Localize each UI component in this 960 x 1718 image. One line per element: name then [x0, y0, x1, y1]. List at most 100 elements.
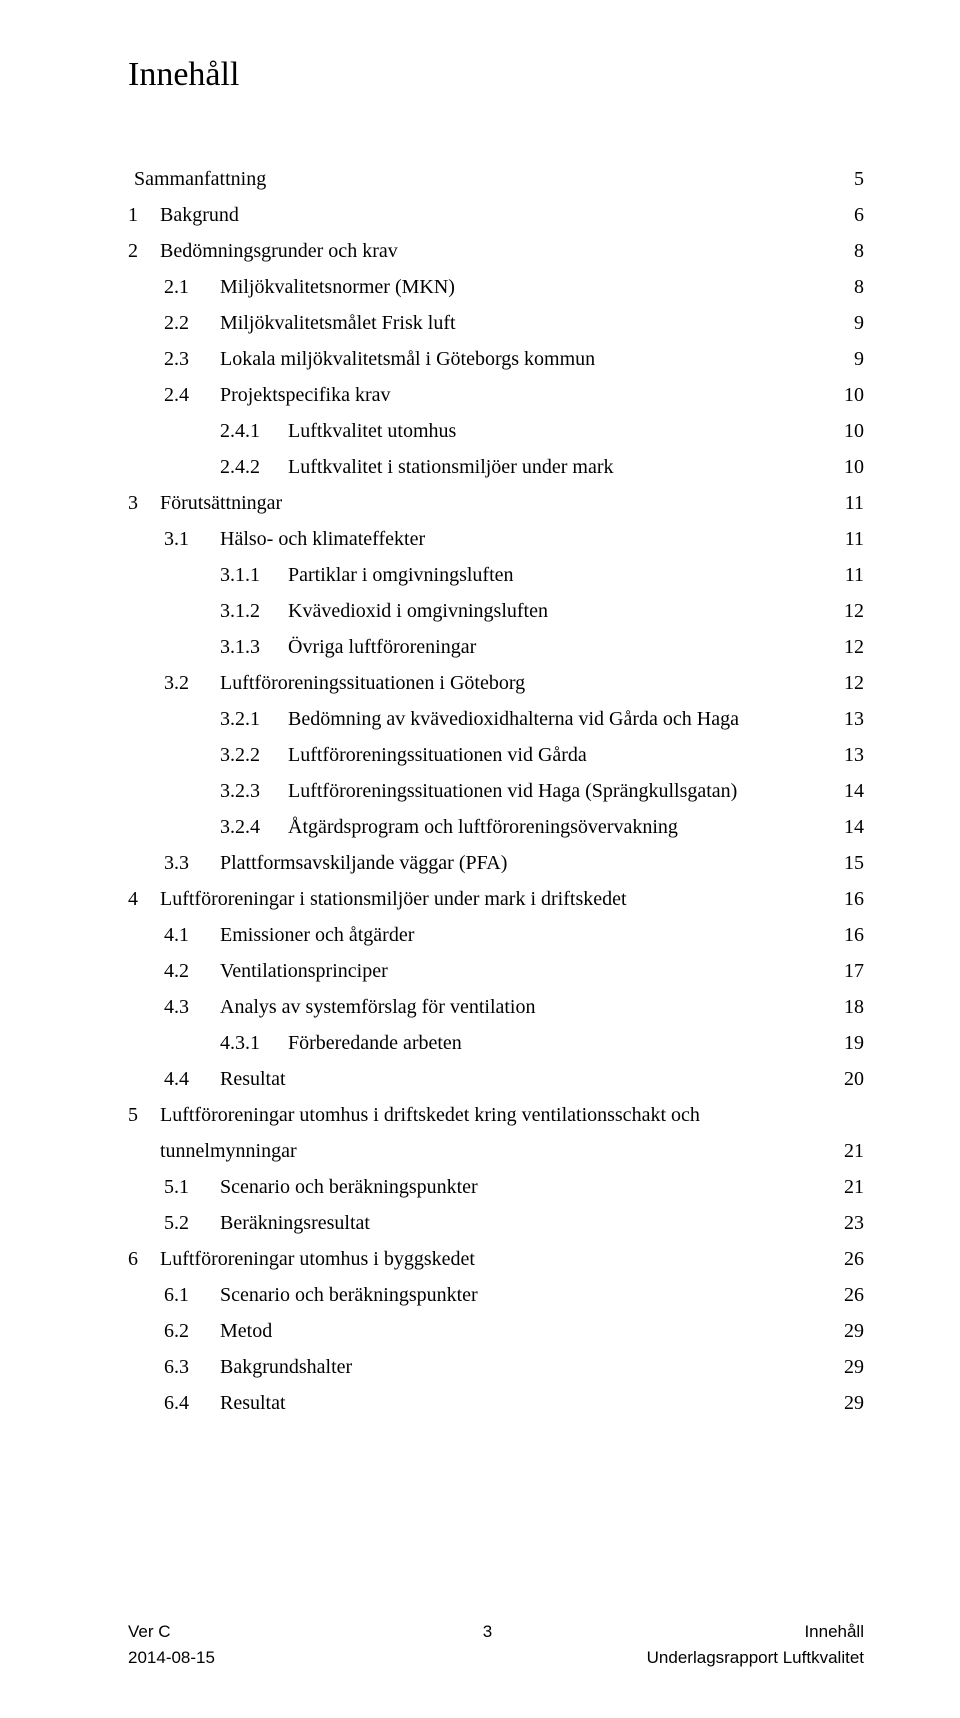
toc-entry-page: 10	[828, 380, 864, 411]
toc-entry-page: 29	[828, 1316, 864, 1347]
document-title: Innehåll	[128, 56, 864, 94]
toc-entry: 2.2Miljökvalitetsmålet Frisk luft9	[128, 308, 864, 339]
toc-entry: 6Luftföroreningar utomhus i byggskedet26	[128, 1244, 864, 1275]
toc-entry-page: 29	[828, 1388, 864, 1419]
toc-entry: 3.2.1Bedömning av kvävedioxidhalterna vi…	[128, 704, 864, 735]
toc-entry-page: 21	[828, 1136, 864, 1167]
toc-entry-page: 26	[828, 1244, 864, 1275]
page-footer: Ver C 3 Innehåll 2014-08-15 Underlagsrap…	[128, 1616, 864, 1668]
toc-entry-label: Miljökvalitetsmålet Frisk luft	[214, 308, 460, 339]
toc-entry: 4Luftföroreningar i stationsmiljöer unde…	[128, 884, 864, 915]
toc-entry-number: 5.1	[164, 1172, 214, 1203]
toc-entry: 3.1.2Kvävedioxid i omgivningsluften 12	[128, 596, 864, 627]
toc-entry: 2.1Miljökvalitetsnormer (MKN) 8	[128, 272, 864, 303]
toc-entry-number: 3	[128, 488, 154, 519]
toc-entry-number: 5.2	[164, 1208, 214, 1239]
toc-entry-label: Projektspecifika krav	[214, 380, 395, 411]
toc-entry-label: Lokala miljökvalitetsmål i Göteborgs kom…	[214, 344, 599, 375]
footer-row2-center	[215, 1648, 647, 1668]
toc-entry-page: 26	[828, 1280, 864, 1311]
toc-entry: 3.2Luftföroreningssituationen i Göteborg…	[128, 668, 864, 699]
toc-entry-page: 18	[828, 992, 864, 1023]
toc-entry-number: 3.1.2	[220, 596, 282, 627]
toc-entry-number: 6.1	[164, 1280, 214, 1311]
toc-entry-label: Luftföroreningssituationen vid Gårda	[282, 740, 591, 771]
toc-entry: 6.1Scenario och beräkningspunkter 26	[128, 1280, 864, 1311]
toc-entry-page: 15	[828, 848, 864, 879]
toc-entry-page: 11	[828, 488, 864, 519]
toc-entry-label: Bakgrundshalter	[214, 1352, 356, 1383]
toc-entry-label: Förutsättningar	[154, 488, 286, 519]
toc-entry-page: 23	[828, 1208, 864, 1239]
page: Innehåll Sammanfattning51Bakgrund62Bedöm…	[0, 0, 960, 1718]
footer-version: Ver C	[128, 1622, 171, 1642]
toc-entry-label: Bedömningsgrunder och krav	[154, 236, 402, 267]
toc-entry-page: 12	[828, 668, 864, 699]
toc-entry-label: Hälso- och klimateffekter	[214, 524, 429, 555]
footer-section: Innehåll	[804, 1622, 864, 1642]
toc-entry: 3Förutsättningar 11	[128, 488, 864, 519]
toc-entry-label: Beräkningsresultat	[214, 1208, 374, 1239]
toc-entry-number: 4.1	[164, 920, 214, 951]
toc-entry-number: 6.4	[164, 1388, 214, 1419]
toc-entry-page: 12	[828, 596, 864, 627]
toc-entry-label: Scenario och beräkningspunkter	[214, 1172, 482, 1203]
toc-entry: 3.2.4Åtgärdsprogram och luftföroreningsö…	[128, 812, 864, 843]
toc-entry-number: 5	[128, 1100, 154, 1131]
toc-entry-page: 11	[828, 524, 864, 555]
footer-report-name: Underlagsrapport Luftkvalitet	[647, 1648, 864, 1668]
toc-entry: Sammanfattning5	[128, 164, 864, 195]
toc-entry-number: 4.3	[164, 992, 214, 1023]
toc-entry-number: 3.2	[164, 668, 214, 699]
toc-entry-label: Övriga luftföroreningar	[282, 632, 480, 663]
toc-entry: 2.4Projektspecifika krav 10	[128, 380, 864, 411]
toc-entry-number: 3.1	[164, 524, 214, 555]
toc-entry: 5Luftföroreningar utomhus i driftskedet …	[128, 1100, 864, 1131]
toc-entry-number: 2	[128, 236, 154, 267]
toc-entry-number: 3.3	[164, 848, 214, 879]
footer-row-1: Ver C 3 Innehåll	[128, 1622, 864, 1642]
toc-entry-label: Kvävedioxid i omgivningsluften	[282, 596, 552, 627]
toc-entry-page: 14	[828, 812, 864, 843]
table-of-contents: Sammanfattning51Bakgrund62Bedömningsgrun…	[128, 164, 864, 1419]
toc-entry-page: 13	[828, 740, 864, 771]
toc-entry-number: 4	[128, 884, 154, 915]
toc-entry-page: 16	[828, 884, 864, 915]
toc-entry-label: Luftföroreningar i stationsmiljöer under…	[154, 884, 631, 915]
toc-entry-label: Bakgrund	[154, 200, 243, 231]
toc-entry-number: 2.3	[164, 344, 214, 375]
toc-entry-number: 2.4	[164, 380, 214, 411]
footer-row-2: 2014-08-15 Underlagsrapport Luftkvalitet	[128, 1648, 864, 1668]
toc-entry-page: 13	[828, 704, 864, 735]
toc-entry-number: 3.2.2	[220, 740, 282, 771]
toc-entry-number: 3.2.4	[220, 812, 282, 843]
toc-entry-number: 2.4.1	[220, 416, 282, 447]
toc-entry-label: Analys av systemförslag för ventilation	[214, 992, 540, 1023]
toc-entry: 3.1.1Partiklar i omgivningsluften11	[128, 560, 864, 591]
toc-entry-number: 4.4	[164, 1064, 214, 1095]
toc-entry-page: 21	[828, 1172, 864, 1203]
toc-entry-number: 3.1.3	[220, 632, 282, 663]
toc-entry-page: 9	[828, 308, 864, 339]
toc-entry-number: 2.1	[164, 272, 214, 303]
toc-entry-label: Förberedande arbeten	[282, 1028, 466, 1059]
toc-entry-page: 12	[828, 632, 864, 663]
toc-entry-page: 8	[828, 272, 864, 303]
toc-entry-number: 6.3	[164, 1352, 214, 1383]
toc-entry: 2Bedömningsgrunder och krav8	[128, 236, 864, 267]
toc-entry-number: 3.2.1	[220, 704, 282, 735]
toc-entry: 5.1Scenario och beräkningspunkter 21	[128, 1172, 864, 1203]
toc-entry: 3.1.3Övriga luftföroreningar 12	[128, 632, 864, 663]
toc-entry-label: Miljökvalitetsnormer (MKN)	[214, 272, 459, 303]
toc-entry-page: 9	[828, 344, 864, 375]
toc-entry: 6.2Metod29	[128, 1316, 864, 1347]
toc-entry-label: Luftkvalitet i stationsmiljöer under mar…	[282, 452, 617, 483]
toc-entry-label: Scenario och beräkningspunkter	[214, 1280, 482, 1311]
toc-entry: 3.1Hälso- och klimateffekter 11	[128, 524, 864, 555]
toc-entry: 4.4Resultat20	[128, 1064, 864, 1095]
toc-entry-number: 6	[128, 1244, 154, 1275]
toc-entry-page: 14	[828, 776, 864, 807]
toc-entry-label: Bedömning av kvävedioxidhalterna vid Går…	[282, 704, 743, 735]
toc-entry-page: 10	[828, 452, 864, 483]
toc-entry-label: Partiklar i omgivningsluften	[282, 560, 518, 591]
